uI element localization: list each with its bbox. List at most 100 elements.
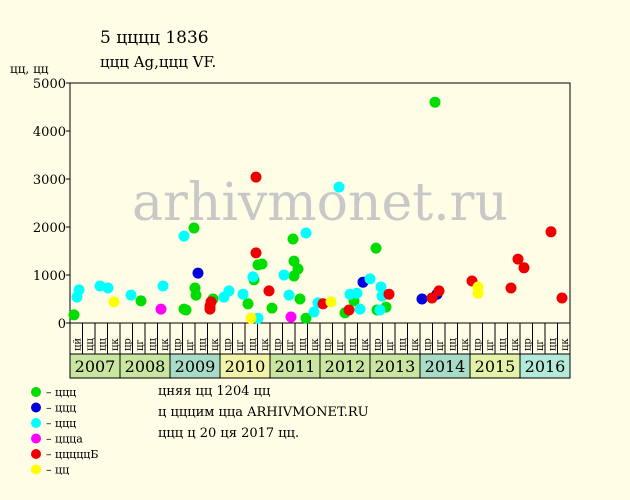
- quarter-label: цк: [210, 338, 221, 351]
- point: [512, 253, 524, 265]
- quarter-label: цр: [372, 338, 383, 351]
- point: [285, 311, 297, 323]
- quarter-label: цк: [160, 338, 171, 351]
- x-tick-label: 2015: [475, 357, 516, 376]
- legend-label: – ццц: [46, 386, 76, 399]
- point: [416, 293, 428, 305]
- quarter-label: цц: [547, 338, 558, 351]
- year-band: [419, 353, 471, 379]
- legend-label: – цццццБ: [46, 448, 98, 461]
- quarter-label: цр: [272, 338, 283, 351]
- point: [135, 295, 147, 307]
- x-tick-label: 2009: [175, 357, 216, 376]
- point: [383, 288, 395, 300]
- point: [426, 292, 438, 304]
- point: [157, 280, 169, 292]
- point: [205, 296, 217, 308]
- x-tick-label: 2010: [225, 357, 266, 376]
- quarter-label: цк: [410, 338, 421, 351]
- y-tick-label: 4000: [33, 125, 66, 140]
- quarter-label: цц: [497, 338, 508, 351]
- quarter-label: цг: [135, 339, 146, 351]
- quarter-label: цц: [247, 338, 258, 351]
- quarter-label: цг: [535, 339, 546, 351]
- point: [245, 312, 257, 324]
- legend-marker: [31, 449, 41, 459]
- quarter-label: цг: [335, 339, 346, 351]
- point: [294, 293, 306, 305]
- quarter-label: цр: [472, 338, 483, 351]
- note: цняя цц 1204 цц: [158, 384, 270, 399]
- y-tick-label: 2000: [33, 221, 66, 236]
- point: [287, 233, 299, 245]
- point: [73, 284, 85, 296]
- quarter-label: цй: [72, 338, 83, 351]
- year-band: [519, 353, 571, 379]
- y-tick-label: 0: [58, 317, 66, 332]
- quarter-label: цр: [222, 338, 233, 351]
- x-tick-label: 2013: [375, 357, 416, 376]
- quarter-label: цр: [422, 338, 433, 351]
- point: [374, 304, 386, 316]
- point: [375, 281, 387, 293]
- legend-marker: [31, 464, 41, 475]
- point: [125, 289, 137, 301]
- quarter-label: цг: [435, 339, 446, 351]
- legend-label: – ццц: [46, 417, 76, 430]
- quarter-label: цк: [310, 338, 321, 351]
- quarter-label: цк: [460, 338, 471, 351]
- legend-label: – ццц: [46, 402, 76, 415]
- legend-marker: [31, 402, 41, 413]
- point: [283, 289, 295, 301]
- x-tick-label: 2011: [275, 357, 316, 376]
- point: [256, 258, 268, 270]
- quarter-label: цр: [522, 338, 533, 351]
- point: [192, 267, 204, 279]
- point: [188, 222, 200, 234]
- year-band: [219, 353, 271, 379]
- quarter-label: цг: [285, 339, 296, 351]
- quarter-label: цц: [397, 338, 408, 351]
- year-band: [469, 353, 521, 379]
- quarter-label: цц: [347, 338, 358, 351]
- watermark: arhivmonet.ru: [132, 173, 508, 233]
- quarter-label: цг: [385, 339, 396, 351]
- y-axis-label: цц, цц: [10, 62, 49, 76]
- point: [370, 242, 382, 254]
- quarter-label: цр: [172, 338, 183, 351]
- legend-label: – цц: [46, 464, 69, 477]
- point: [190, 289, 202, 301]
- point: [237, 288, 249, 300]
- quarter-label: цр: [322, 338, 333, 351]
- x-tick-label: 2008: [125, 357, 166, 376]
- point: [178, 230, 190, 242]
- point: [247, 271, 259, 283]
- chart-title: 5 цццц 1836: [100, 28, 209, 48]
- legend-marker: [31, 418, 41, 428]
- quarter-label: цц: [197, 338, 208, 351]
- point: [266, 302, 278, 314]
- point: [351, 287, 363, 299]
- note: ццц ц 20 ця 2017 цц.: [158, 426, 299, 441]
- point: [300, 227, 312, 239]
- point: [300, 312, 312, 324]
- x-tick-label: 2016: [525, 357, 566, 376]
- legend-marker: [31, 433, 41, 444]
- point: [343, 304, 355, 316]
- note: ц цццим цца ARHIVMONET.RU: [158, 405, 369, 420]
- x-tick-label: 2007: [75, 357, 116, 376]
- quarter-label: цк: [260, 338, 271, 351]
- point: [364, 273, 376, 285]
- point: [155, 303, 167, 315]
- x-tick-label: 2012: [325, 357, 366, 376]
- point: [263, 285, 275, 297]
- point: [505, 282, 517, 294]
- chart-subtitle: ццц Ag,ццц VF.: [100, 53, 216, 71]
- year-band: [69, 353, 121, 379]
- quarter-label: цц: [297, 338, 308, 351]
- quarter-label: цц: [147, 338, 158, 351]
- quarter-label: цг: [235, 339, 246, 351]
- point: [108, 296, 120, 308]
- quarter-label: цц: [447, 338, 458, 351]
